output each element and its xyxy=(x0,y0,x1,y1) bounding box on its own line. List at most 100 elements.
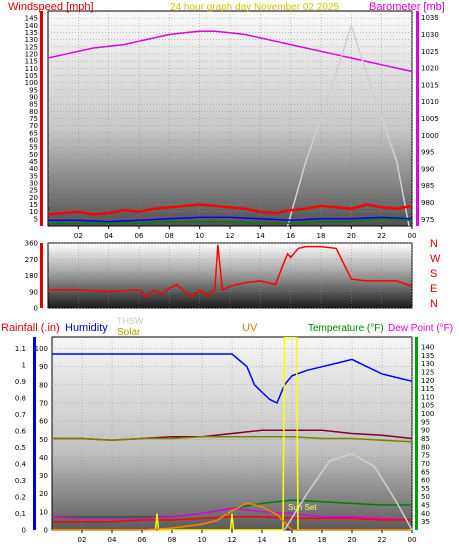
temp-axis-bar xyxy=(415,337,418,530)
x-tick-label: 00 xyxy=(408,536,417,544)
humidity-label: Humidity xyxy=(65,322,108,334)
x-tick-label: 18 xyxy=(318,536,327,544)
panel1-series xyxy=(47,22,413,227)
direction-tick-label: 360 xyxy=(25,240,38,248)
left-axis-bar xyxy=(40,11,43,226)
x-tick-label: 04 xyxy=(104,232,113,240)
rain-tick-label: 0.4 xyxy=(15,461,27,469)
temp-tick-label: 50 xyxy=(421,493,430,501)
windspeed-tick-label: 75 xyxy=(29,115,38,123)
x-tick-label: 02 xyxy=(78,536,87,544)
panel-wind-barometer: 02 04 06 08 10 12 14 16 18 20 22 00 510152025303540… xyxy=(8,1,445,240)
temp-tick-label: 105 xyxy=(421,402,434,410)
windspeed-tick-label: 130 xyxy=(25,36,38,44)
x-tick-label: 22 xyxy=(377,232,386,240)
dewpoint-label: Dew Point (°F) xyxy=(388,323,453,334)
barometer-tick-label: 995 xyxy=(421,149,434,157)
windspeed-tick-label: 95 xyxy=(29,86,38,94)
windspeed-tick-label: 135 xyxy=(25,29,38,37)
x-tick-label: 10 xyxy=(195,232,204,240)
rain-tick-label: 0.2 xyxy=(15,494,26,502)
windspeed-tick-label: 30 xyxy=(29,180,38,188)
windspeed-tick-label: 85 xyxy=(29,101,38,109)
x-tick-label: 14 xyxy=(256,232,265,240)
right-axis-bar xyxy=(416,11,419,226)
barometer-tick-label: 975 xyxy=(421,216,434,224)
humidity-line xyxy=(52,353,413,405)
panel1-right-ticks: 975 980 985 990 995 1000 1005 1010 1015 1020 1025 1… xyxy=(421,14,439,224)
humidity-tick-label: 50 xyxy=(39,436,48,444)
x-tick-label: 16 xyxy=(286,232,295,240)
windspeed-tick-label: 55 xyxy=(29,144,38,152)
compass-label: N xyxy=(430,238,438,250)
rain-tick-label: 0.9 xyxy=(15,378,26,386)
humidity-tick-label: 0 xyxy=(44,527,48,535)
x-tick-label: 16 xyxy=(288,536,297,544)
humidity-tick-label: 30 xyxy=(39,472,48,480)
panel3-x-ticks: 02 04 06 08 10 12 14 16 18 20 22 00 xyxy=(78,530,417,544)
barometer-tick-label: 1020 xyxy=(421,65,439,73)
rain-tick-label: 0.5 xyxy=(15,444,26,452)
panel3-humidity-ticks: 0 10 20 30 40 50 60 70 80 90 100 xyxy=(35,345,48,534)
x-tick-label: 06 xyxy=(138,536,147,544)
rain-tick-label: 0 xyxy=(22,527,26,535)
windspeed-tick-label: 115 xyxy=(25,58,38,66)
panel1-x-ticks: 02 04 06 08 10 12 14 16 18 20 22 00 xyxy=(74,226,417,240)
wind-day-line xyxy=(286,22,410,227)
windspeed-tick-label: 45 xyxy=(29,158,38,166)
direction-tick-label: 270 xyxy=(25,256,38,264)
temp-tick-label: 65 xyxy=(421,468,430,476)
barometer-tick-label: 1030 xyxy=(421,31,439,39)
windspeed-tick-label: 50 xyxy=(29,151,38,159)
panel1-left-ticks: 5101520253035404550556065707580859095100… xyxy=(25,15,38,224)
humidity-tick-label: 100 xyxy=(35,345,48,353)
humidity-tick-label: 70 xyxy=(39,399,48,407)
windspeed-tick-label: 145 xyxy=(25,15,38,23)
solar-line xyxy=(52,336,412,531)
barometer-tick-label: 1025 xyxy=(421,48,439,56)
windspeed-axis-label: Windspeed [mph] xyxy=(8,1,94,13)
temp-tick-label: 85 xyxy=(421,435,430,443)
windspeed-tick-label: 40 xyxy=(29,165,38,173)
thsw-line xyxy=(283,452,413,531)
humidity-tick-label: 60 xyxy=(39,418,48,426)
wind-gust-line xyxy=(47,203,413,216)
windspeed-tick-label: 140 xyxy=(25,22,38,30)
x-tick-label: 00 xyxy=(408,232,417,240)
rain-tick-label: 1.1 xyxy=(15,345,26,353)
x-tick-label: 12 xyxy=(228,536,237,544)
barometer-tick-label: 1035 xyxy=(421,14,439,22)
x-tick-label: 12 xyxy=(226,232,235,240)
x-tick-label: 22 xyxy=(378,536,387,544)
windspeed-tick-label: 20 xyxy=(29,194,38,202)
temp-tick-label: 120 xyxy=(421,377,434,385)
barometer-tick-label: 980 xyxy=(421,199,434,207)
direction-tick-label: 90 xyxy=(29,288,38,296)
temp-tick-label: 40 xyxy=(421,510,430,518)
rain-tick-label: 0.1 xyxy=(15,510,26,518)
temp-tick-label: 140 xyxy=(421,343,434,351)
barometer-tick-label: 985 xyxy=(421,182,434,190)
direction-tick-label: 0 xyxy=(34,305,38,313)
temp-tick-label: 70 xyxy=(421,460,430,468)
windspeed-tick-label: 25 xyxy=(29,187,38,195)
x-tick-label: 06 xyxy=(135,232,144,240)
x-tick-label: 20 xyxy=(347,232,356,240)
x-tick-label: 08 xyxy=(165,232,174,240)
barometer-tick-label: 1015 xyxy=(421,81,439,89)
rain-tick-label: 0.6 xyxy=(15,428,27,436)
temp-tick-label: 135 xyxy=(421,352,434,360)
barometer-tick-label: 1000 xyxy=(421,132,439,140)
x-tick-label: 02 xyxy=(74,232,83,240)
x-tick-label: 08 xyxy=(168,536,177,544)
temp-tick-label: 130 xyxy=(421,360,434,368)
temperature-olive-line xyxy=(52,436,413,443)
graph-title: 24 hour graph day November 02 2025 xyxy=(170,2,339,13)
windspeed-tick-label: 125 xyxy=(25,43,38,51)
temp-tick-label: 75 xyxy=(421,452,430,460)
direction-axis-bar xyxy=(40,243,43,308)
x-tick-label: 04 xyxy=(108,536,117,544)
windspeed-tick-label: 70 xyxy=(29,122,38,130)
humidity-tick-label: 40 xyxy=(39,454,48,462)
